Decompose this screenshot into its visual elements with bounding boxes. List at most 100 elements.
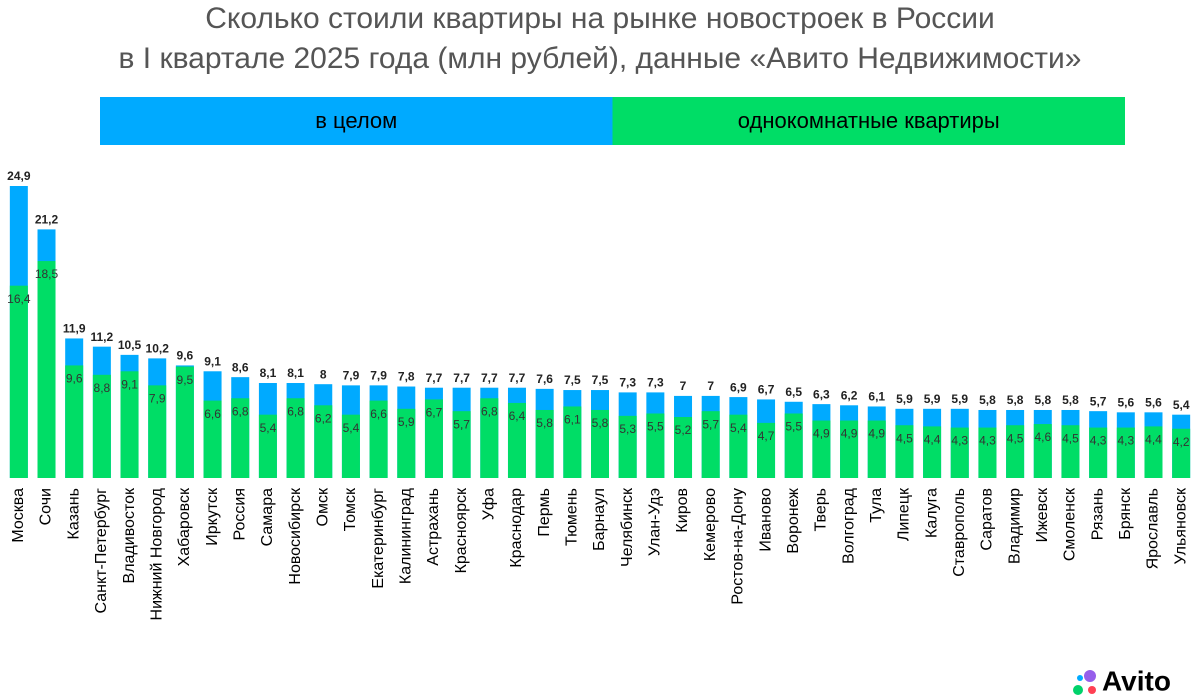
bar bbox=[369, 400, 388, 478]
bar bbox=[9, 285, 28, 478]
data-label: 10,2 bbox=[146, 342, 170, 356]
data-label: 6,6 bbox=[204, 407, 221, 421]
bar bbox=[120, 371, 139, 478]
data-label: 7,7 bbox=[481, 371, 498, 385]
x-tick-label: Пермь bbox=[536, 488, 553, 537]
chart-title: Сколько стоили квартиры на рынке новостр… bbox=[205, 2, 995, 35]
data-label: 4,9 bbox=[841, 427, 858, 441]
data-label: 5,5 bbox=[785, 420, 802, 434]
data-label: 4,3 bbox=[951, 434, 968, 448]
data-label: 5,9 bbox=[398, 415, 415, 429]
bar bbox=[1006, 425, 1025, 478]
legend-label: однокомнатные квартиры bbox=[738, 108, 1000, 133]
data-label: 7,7 bbox=[509, 371, 526, 385]
data-label: 7,9 bbox=[343, 369, 360, 383]
data-label: 4,5 bbox=[1062, 431, 1079, 445]
bar bbox=[978, 427, 997, 478]
bar bbox=[341, 414, 360, 478]
x-tick-label: Санкт-Петербург bbox=[93, 488, 110, 614]
data-label: 7 bbox=[707, 379, 714, 393]
bar bbox=[148, 385, 167, 478]
x-tick-label: Ростов-на-Дону bbox=[730, 488, 747, 605]
data-label: 6,8 bbox=[481, 404, 498, 418]
data-label: 16,4 bbox=[7, 292, 31, 306]
chart-title: в I квартале 2025 года (млн рублей), дан… bbox=[119, 42, 1082, 75]
x-tick-label: Астрахань bbox=[425, 488, 442, 566]
data-label: 6,3 bbox=[813, 387, 830, 401]
x-tick-label: Смоленск bbox=[1062, 487, 1079, 561]
bar bbox=[950, 427, 969, 478]
bar bbox=[37, 261, 56, 478]
data-label: 6,1 bbox=[868, 390, 885, 404]
logo-dot bbox=[1084, 670, 1096, 682]
x-tick-label: Уфа bbox=[481, 488, 498, 520]
x-tick-label: Россия bbox=[231, 488, 248, 540]
data-label: 5,4 bbox=[730, 421, 747, 435]
bar bbox=[203, 400, 222, 478]
bar bbox=[867, 420, 886, 478]
data-label: 7,9 bbox=[149, 392, 166, 406]
data-label: 5,9 bbox=[951, 392, 968, 406]
bar bbox=[286, 398, 305, 478]
x-tick-label: Казань bbox=[65, 488, 82, 539]
data-label: 8 bbox=[320, 367, 327, 381]
bar bbox=[535, 409, 554, 478]
bar bbox=[1061, 425, 1080, 478]
data-label: 11,9 bbox=[63, 322, 86, 336]
x-tick-label: Калуга bbox=[923, 488, 940, 538]
x-tick-label: Брянск bbox=[1117, 487, 1134, 540]
x-tick-label: Кемерово bbox=[702, 488, 719, 561]
x-tick-label: Нижний Новгород bbox=[148, 487, 165, 620]
bar bbox=[397, 408, 416, 478]
bar bbox=[258, 414, 277, 478]
data-label: 5,8 bbox=[1007, 393, 1024, 407]
x-tick-label: Саратов bbox=[979, 488, 996, 551]
bar bbox=[1116, 427, 1135, 478]
bar bbox=[175, 366, 194, 478]
data-label: 5,6 bbox=[1145, 396, 1162, 410]
x-tick-label: Томск bbox=[342, 487, 359, 531]
bar bbox=[674, 417, 693, 478]
x-tick-label: Новосибирск bbox=[287, 487, 304, 585]
x-tick-label: Волгоград bbox=[840, 487, 857, 564]
data-label: 4,4 bbox=[924, 433, 941, 447]
x-tick-label: Ижевск bbox=[1034, 487, 1051, 542]
bar bbox=[1033, 424, 1052, 478]
logo-text: Avito bbox=[1102, 665, 1171, 696]
logo: Avito bbox=[1073, 665, 1171, 696]
x-tick-label: Челябинск bbox=[619, 487, 636, 567]
data-label: 4,6 bbox=[1034, 430, 1051, 444]
x-tick-label: Ярославль bbox=[1145, 488, 1162, 569]
data-label: 7,3 bbox=[619, 376, 636, 390]
bar bbox=[231, 398, 250, 478]
bar bbox=[895, 425, 914, 478]
data-label: 6,8 bbox=[232, 404, 249, 418]
x-tick-label: Ульяновск bbox=[1172, 487, 1189, 564]
data-label: 8,6 bbox=[232, 360, 249, 374]
data-label: 5,4 bbox=[343, 421, 360, 435]
x-tick-label: Воронеж bbox=[785, 488, 802, 554]
data-label: 7,5 bbox=[592, 373, 609, 387]
data-label: 6,5 bbox=[785, 385, 802, 399]
data-label: 5,4 bbox=[260, 421, 277, 435]
data-label: 4,2 bbox=[1173, 435, 1190, 449]
x-tick-label: Самара bbox=[259, 488, 276, 546]
data-label: 7 bbox=[680, 379, 687, 393]
bar bbox=[618, 415, 637, 478]
bar bbox=[507, 402, 526, 478]
data-label: 10,5 bbox=[118, 338, 142, 352]
data-label: 6,6 bbox=[370, 407, 387, 421]
data-label: 5,7 bbox=[1090, 394, 1107, 408]
bar bbox=[1089, 427, 1108, 478]
x-tick-label: Рязань bbox=[1089, 488, 1106, 540]
data-label: 4,3 bbox=[979, 434, 996, 448]
data-label: 4,9 bbox=[868, 427, 885, 441]
bar bbox=[591, 409, 609, 478]
x-tick-label: Сочи bbox=[38, 488, 55, 525]
data-label: 5,8 bbox=[1062, 393, 1079, 407]
x-tick-label: Ставрополь bbox=[951, 488, 968, 577]
data-label: 7,6 bbox=[536, 372, 553, 386]
data-label: 9,6 bbox=[66, 372, 83, 386]
logo-dot bbox=[1073, 685, 1083, 695]
